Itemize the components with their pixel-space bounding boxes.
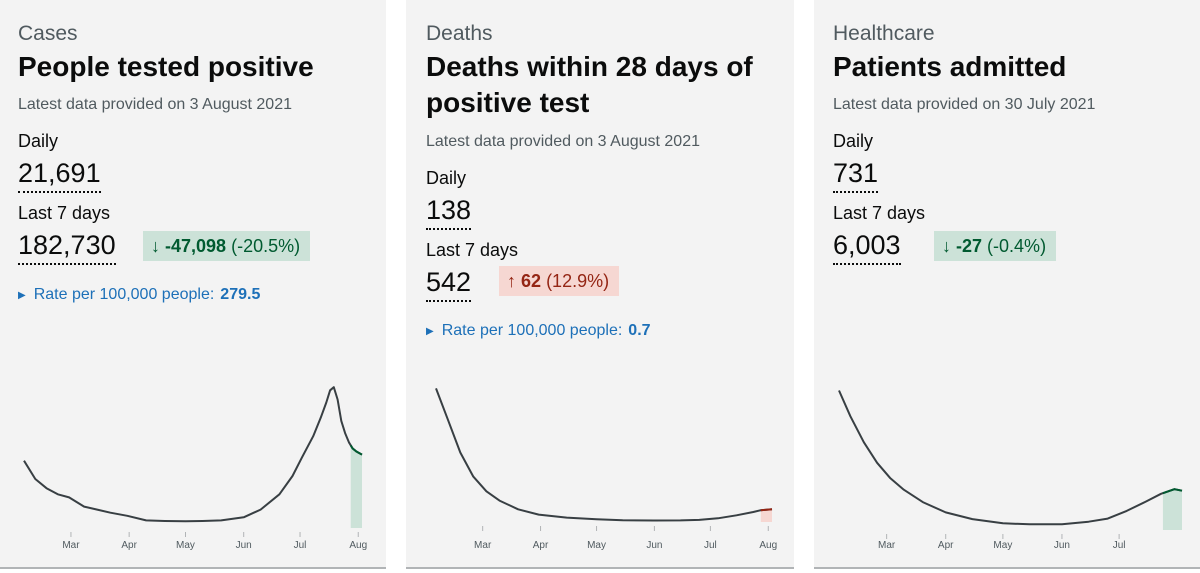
x-tick-label: Mar xyxy=(878,540,896,551)
card-category: Cases xyxy=(18,22,78,45)
x-tick-label: Aug xyxy=(349,540,367,551)
latest-data-date: Latest data provided on 3 August 2021 xyxy=(426,133,700,150)
x-tick-label: Mar xyxy=(62,540,80,551)
daily-value[interactable]: 731 xyxy=(833,157,879,193)
daily-value[interactable]: 21,691 xyxy=(18,157,101,193)
x-tick-label: May xyxy=(587,540,606,551)
x-tick-label: May xyxy=(993,540,1012,551)
x-tick-label: Aug xyxy=(759,540,777,551)
series-line xyxy=(435,388,773,522)
last-7-days-area xyxy=(1162,489,1182,530)
card-title[interactable]: People tested positive xyxy=(18,51,314,82)
x-tick-label: Jul xyxy=(704,540,717,551)
x-tick-label: Mar xyxy=(474,540,492,551)
change-badge: ↓ -27 (-0.4%) xyxy=(934,231,1057,261)
last-7-days-label: Last 7 days xyxy=(833,203,926,223)
triangle-right-icon: ▶ xyxy=(18,290,26,301)
last-7-days-label: Last 7 days xyxy=(18,203,111,223)
change-percent: (12.9%) xyxy=(546,271,610,291)
deaths-chart: Mar Apr May Jun Jul Aug xyxy=(435,388,777,551)
last-7-days-label: Last 7 days xyxy=(426,240,519,260)
last-7-days-area xyxy=(760,509,772,522)
x-tick-label: Jun xyxy=(646,540,662,551)
last-7-days-value[interactable]: 182,730 xyxy=(18,229,116,265)
arrow-down-icon: ↓ xyxy=(942,236,951,256)
card-category: Healthcare xyxy=(833,22,935,45)
x-tick-label: May xyxy=(176,540,195,551)
x-tick-label: Apr xyxy=(938,540,954,551)
cases-chart: Mar Apr May Jun Jul Aug xyxy=(23,386,367,551)
x-tick-label: Jun xyxy=(1054,540,1070,551)
highlight-line xyxy=(760,508,773,512)
healthcare-card: Healthcare Patients admitted Latest data… xyxy=(814,0,1200,569)
rate-label: Rate per 100,000 people: xyxy=(441,322,623,339)
arrow-down-icon: ↓ xyxy=(151,236,160,256)
rate-label: Rate per 100,000 people: xyxy=(33,286,215,303)
change-badge: ↓ -47,098 (-20.5%) xyxy=(143,231,311,261)
change-value: 62 xyxy=(521,271,542,291)
card-title[interactable]: Patients admitted xyxy=(833,51,1067,82)
deaths-card: Deaths Deaths within 28 days of positive… xyxy=(406,0,794,569)
daily-label: Daily xyxy=(426,168,467,188)
last-7-days-value[interactable]: 6,003 xyxy=(833,229,901,265)
cases-card: Cases People tested positive Latest data… xyxy=(0,0,386,569)
highlight-line xyxy=(1162,488,1183,495)
rate-toggle[interactable]: ▶ Rate per 100,000 people: 279.5 xyxy=(18,286,260,304)
latest-data-date: Latest data provided on 3 August 2021 xyxy=(18,96,292,113)
triangle-right-icon: ▶ xyxy=(426,326,434,337)
rate-toggle[interactable]: ▶ Rate per 100,000 people: 0.7 xyxy=(426,322,651,340)
arrow-up-icon: ↑ xyxy=(507,271,516,291)
last-7-days-area xyxy=(350,445,362,528)
daily-label: Daily xyxy=(18,131,59,151)
series-line xyxy=(23,386,363,523)
x-tick-label: Jul xyxy=(1113,540,1126,551)
series-line xyxy=(838,390,1183,526)
rate-value: 0.7 xyxy=(628,322,651,339)
change-badge: ↑ 62 (12.9%) xyxy=(499,266,620,296)
change-percent: (-0.4%) xyxy=(987,236,1047,256)
change-value: -47,098 xyxy=(165,236,227,256)
x-tick-label: Jun xyxy=(236,540,252,551)
x-tick-label: Apr xyxy=(121,540,137,551)
x-tick-label: Jul xyxy=(294,540,307,551)
card-title[interactable]: Deaths within 28 days of positive test xyxy=(426,51,753,118)
daily-label: Daily xyxy=(833,131,874,151)
card-category: Deaths xyxy=(426,22,493,45)
change-value: -27 xyxy=(956,236,983,256)
last-7-days-value[interactable]: 542 xyxy=(426,266,472,302)
daily-value[interactable]: 138 xyxy=(426,194,472,230)
highlight-line xyxy=(349,444,363,456)
change-percent: (-20.5%) xyxy=(231,236,301,256)
rate-value: 279.5 xyxy=(220,286,261,303)
latest-data-date: Latest data provided on 30 July 2021 xyxy=(833,96,1096,113)
healthcare-chart: Mar Apr May Jun Jul xyxy=(838,390,1183,551)
x-tick-label: Apr xyxy=(533,540,549,551)
